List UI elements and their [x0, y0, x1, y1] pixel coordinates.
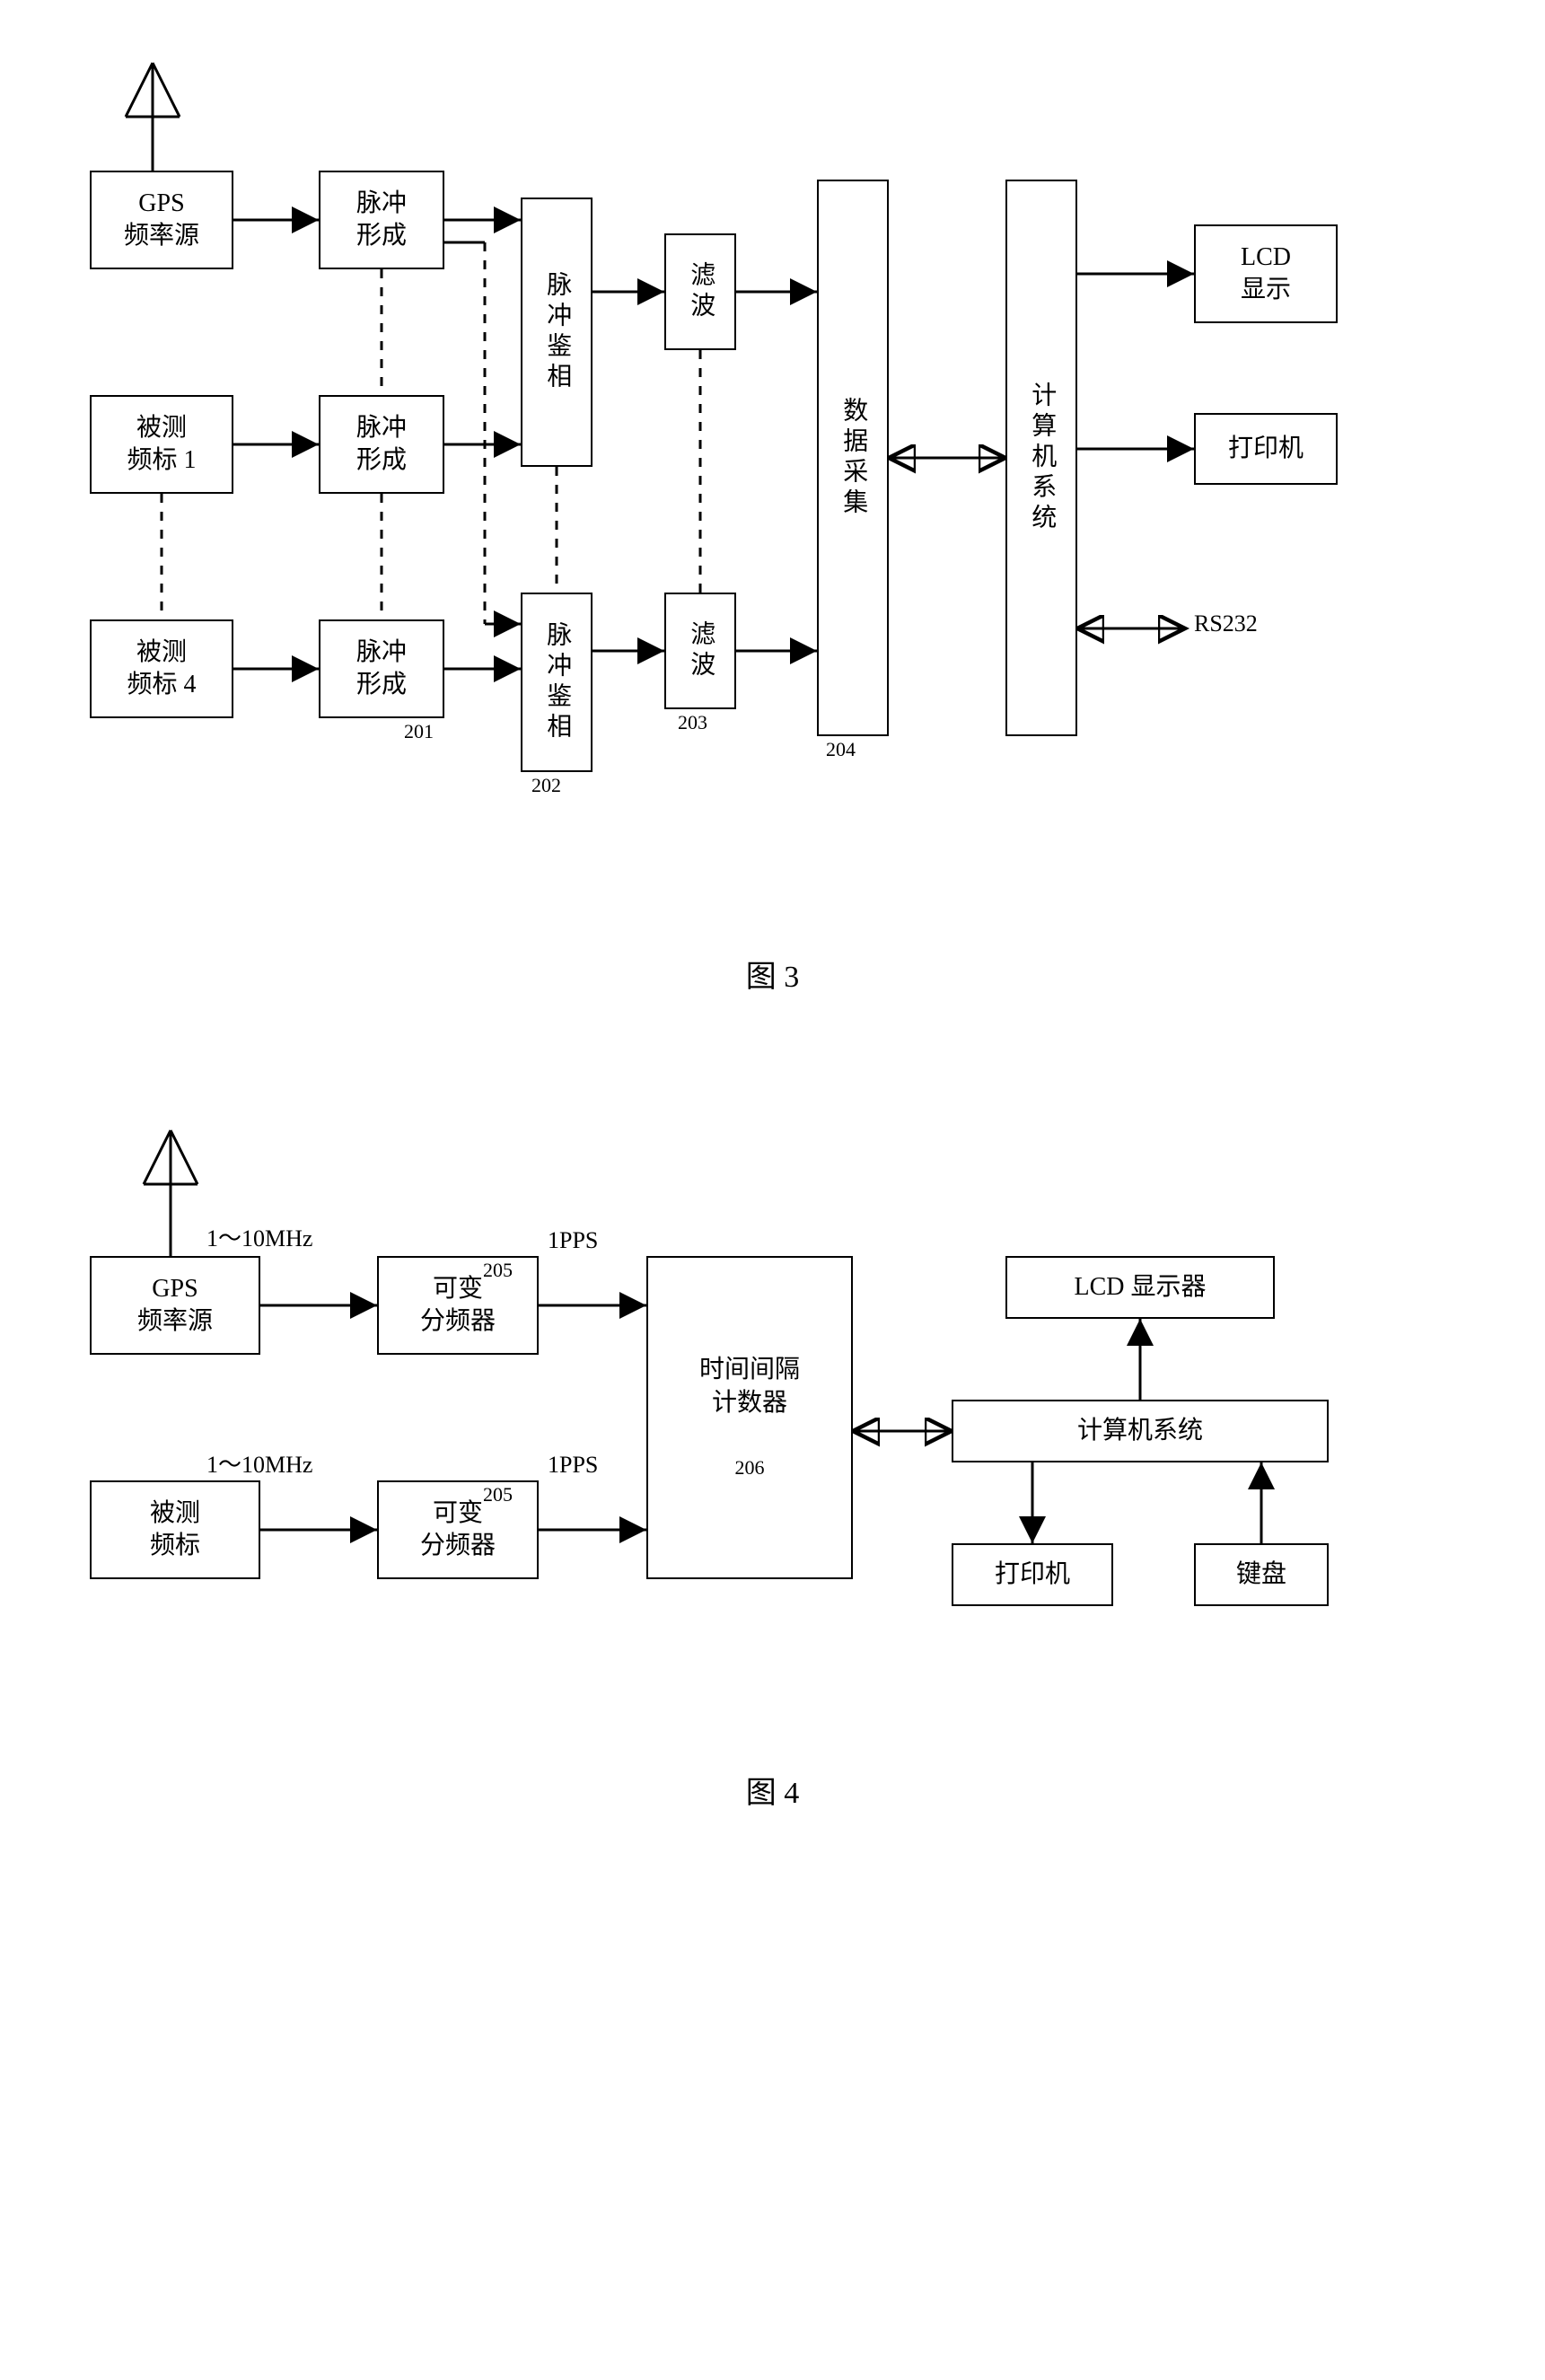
filter-2-box: 滤波 [664, 593, 736, 709]
divider-1-label: 可变分频器 [420, 1273, 496, 1339]
daq-box: 数据采集 [817, 180, 889, 736]
divider-1-box: 可变分频器 [377, 1256, 539, 1355]
printer-label-4: 打印机 [995, 1559, 1070, 1591]
lcd-label-4: LCD 显示器 [1074, 1271, 1206, 1304]
figure-4: GPS频率源 被测频标 可变分频器 可变分频器 时间间隔计数器 206 LCD … [36, 1103, 1383, 1660]
divider-2-label: 可变分频器 [420, 1497, 496, 1563]
printer-label: 打印机 [1228, 433, 1304, 465]
printer-box: 打印机 [1194, 413, 1338, 485]
cpu-label: 计算机系统 [1025, 382, 1058, 534]
phase-detect-2-box: 脉冲鉴相 [521, 593, 593, 772]
keyboard-box-4: 键盘 [1194, 1543, 1329, 1606]
dut4-box: 被测频标 4 [90, 619, 233, 718]
dut-box-4: 被测频标 [90, 1480, 260, 1579]
filter-1-box: 滤波 [664, 233, 736, 350]
pulse-form-1-label: 脉冲形成 [356, 188, 407, 253]
gps-source-label: GPS频率源 [124, 188, 199, 253]
freq-label-1: 1～10MHz [206, 1220, 312, 1253]
pulse-form-2-label: 脉冲形成 [356, 412, 407, 478]
cpu-label-4: 计算机系统 [1077, 1415, 1203, 1447]
pulse-form-3-box: 脉冲形成 [319, 619, 444, 718]
divider-2-box: 可变分频器 [377, 1480, 539, 1579]
counter-label: 时间间隔计数器 [699, 1354, 800, 1419]
dut4-label: 被测频标 4 [127, 637, 196, 702]
ref-204: 204 [826, 738, 856, 761]
dut1-box: 被测频标 1 [90, 395, 233, 494]
pps-label-1: 1PPS [548, 1227, 598, 1254]
pps-label-2: 1PPS [548, 1452, 598, 1479]
printer-box-4: 打印机 [952, 1543, 1113, 1606]
fig3-caption: 图 3 [36, 952, 1509, 996]
filter-1-label: 滤波 [684, 261, 716, 322]
rs232-label: RS232 [1194, 610, 1258, 637]
fig4-caption: 图 4 [36, 1768, 1509, 1812]
counter-box: 时间间隔计数器 206 [646, 1256, 853, 1579]
lcd-box: LCD显示 [1194, 224, 1338, 323]
fig3-connections [36, 36, 1383, 844]
phase-detect-1-label: 脉冲鉴相 [540, 271, 573, 393]
pulse-form-2-box: 脉冲形成 [319, 395, 444, 494]
pulse-form-3-label: 脉冲形成 [356, 637, 407, 702]
pulse-form-1-box: 脉冲形成 [319, 171, 444, 269]
ref-203: 203 [678, 711, 707, 734]
gps-source-label-4: GPS频率源 [137, 1273, 213, 1339]
cpu-box: 计算机系统 [1005, 180, 1077, 736]
ref-205-b: 205 [483, 1483, 513, 1506]
phase-detect-1-box: 脉冲鉴相 [521, 198, 593, 467]
ref-206: 206 [735, 1455, 765, 1481]
ref-202: 202 [531, 774, 561, 797]
ref-201: 201 [404, 720, 434, 743]
freq-label-2: 1～10MHz [206, 1446, 312, 1480]
lcd-label: LCD显示 [1241, 242, 1291, 307]
dut1-label: 被测频标 1 [127, 412, 196, 478]
phase-detect-2-label: 脉冲鉴相 [540, 621, 573, 743]
daq-label: 数据采集 [837, 397, 869, 519]
filter-2-label: 滤波 [684, 620, 716, 681]
dut-label-4: 被测频标 [150, 1497, 200, 1563]
gps-source-box: GPS频率源 [90, 171, 233, 269]
cpu-box-4: 计算机系统 [952, 1400, 1329, 1462]
keyboard-label-4: 键盘 [1236, 1559, 1286, 1591]
figure-3: GPS频率源 被测频标 1 被测频标 4 脉冲形成 脉冲形成 脉冲形成 脉冲鉴相… [36, 36, 1383, 844]
ref-205-a: 205 [483, 1259, 513, 1282]
gps-source-box-4: GPS频率源 [90, 1256, 260, 1355]
lcd-box-4: LCD 显示器 [1005, 1256, 1275, 1319]
